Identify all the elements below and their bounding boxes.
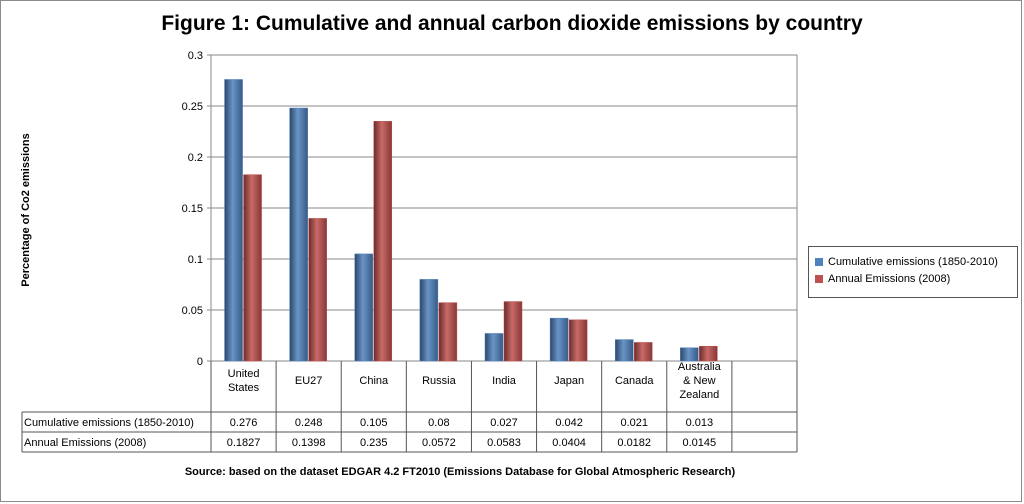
bar-cumulative: [549, 317, 569, 362]
y-tick-label: 0.15: [182, 203, 203, 215]
chart-title: Figure 1: Cumulative and annual carbon d…: [161, 12, 863, 35]
bar-annual: [373, 121, 393, 362]
bar-cumulative: [354, 253, 374, 362]
bar-annual: [699, 345, 718, 362]
table-cell-value: 0.1827: [227, 437, 261, 449]
table-cell-value: 0.0182: [617, 437, 651, 449]
table-cell-value: 0.1398: [292, 437, 326, 449]
y-tick-label: 0.25: [182, 101, 203, 113]
legend-label-cumulative: Cumulative emissions (1850-2010): [828, 256, 998, 268]
table-cell-value: 0.0404: [552, 437, 586, 449]
table-cell-value: 0.105: [360, 417, 388, 429]
table-cell-value: 0.0145: [683, 437, 717, 449]
table-cell-value: 0.027: [490, 417, 518, 429]
table-cell-value: 0.042: [555, 417, 583, 429]
y-tick-label: 0.05: [182, 305, 203, 317]
category-label: United States: [228, 368, 260, 394]
table-cell-value: 0.08: [428, 417, 449, 429]
table-row-header: Cumulative emissions (1850-2010): [24, 417, 194, 429]
category-label: India: [492, 375, 517, 387]
bar-cumulative: [289, 107, 308, 362]
bar-cumulative: [680, 347, 699, 362]
y-tick-label: 0.1: [188, 254, 203, 266]
table-cell-value: 0.021: [620, 417, 648, 429]
bar-annual: [438, 302, 458, 362]
bar-annual: [243, 174, 262, 362]
table-cell-value: 0.248: [295, 417, 323, 429]
bar-annual: [633, 342, 653, 362]
table-cell-value: 0.235: [360, 437, 388, 449]
y-tick-label: 0.2: [188, 152, 203, 164]
bar-cumulative: [614, 339, 634, 362]
legend-swatch-annual: [815, 275, 823, 283]
y-tick-label: 0: [197, 356, 203, 368]
table-cell-value: 0.276: [230, 417, 258, 429]
category-label: Russia: [422, 375, 457, 387]
source-note: Source: based on the dataset EDGAR 4.2 F…: [184, 466, 736, 478]
bar-annual: [503, 301, 523, 362]
bar-cumulative: [484, 333, 504, 362]
legend-label-annual: Annual Emissions (2008): [828, 273, 951, 285]
table-cell-value: 0.0583: [487, 437, 521, 449]
bar-cumulative: [224, 79, 243, 362]
table-cell-value: 0.0572: [422, 437, 456, 449]
bar-annual: [568, 319, 588, 362]
category-label: Canada: [615, 375, 654, 387]
legend-item-annual: Annual Emissions (2008): [815, 273, 1011, 285]
table-cell-value: 0.013: [686, 417, 714, 429]
legend-swatch-cumulative: [815, 258, 823, 266]
category-label: Japan: [554, 375, 584, 387]
category-label: China: [359, 375, 389, 387]
table-row-header: Annual Emissions (2008): [24, 437, 146, 449]
legend-item-cumulative: Cumulative emissions (1850-2010): [815, 256, 1011, 268]
category-label: EU27: [295, 375, 323, 387]
legend: Cumulative emissions (1850-2010) Annual …: [808, 246, 1018, 298]
bar-cumulative: [419, 279, 439, 362]
y-tick-label: 0.3: [188, 50, 203, 62]
category-label: Australia & New Zealand: [678, 361, 722, 401]
bar-annual: [308, 218, 327, 362]
